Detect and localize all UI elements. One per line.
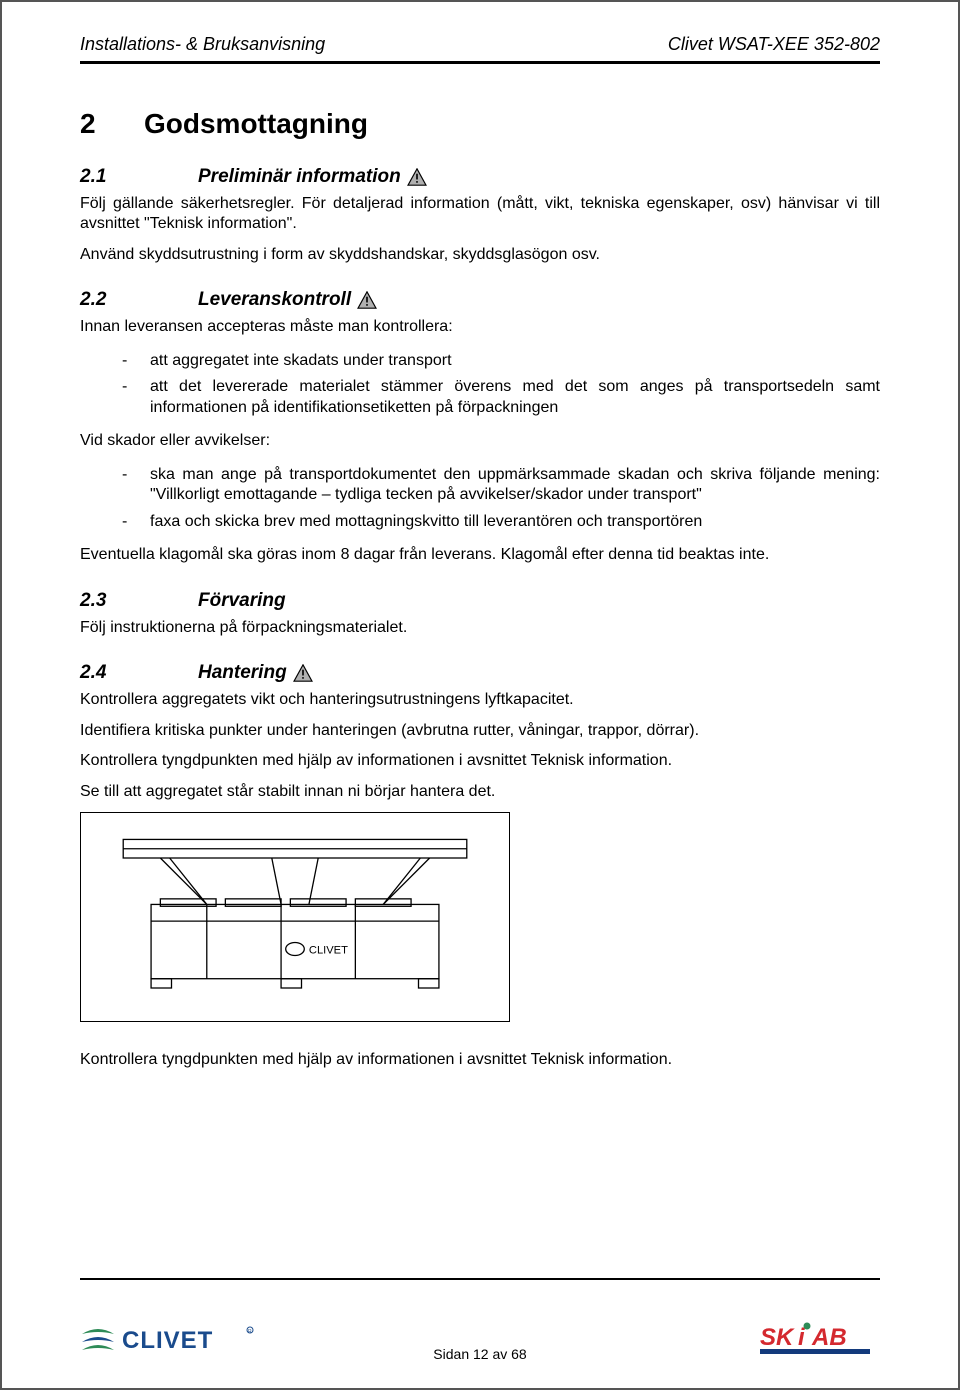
p-2-1-2: Använd skyddsutrustning i form av skydds… bbox=[80, 245, 880, 265]
section-2-1-title: Preliminär information bbox=[198, 166, 401, 188]
bullets-2-2-a: att aggregatet inte skadats under transp… bbox=[80, 348, 880, 421]
section-2-4-title: Hantering bbox=[198, 662, 287, 684]
handling-figure: CLIVET bbox=[80, 812, 510, 1022]
p-2-2-sub: Vid skador eller avvikelser: bbox=[80, 431, 880, 451]
section-2-3-number: 2.3 bbox=[80, 590, 192, 612]
p-2-2-intro: Innan leveransen accepteras måste man ko… bbox=[80, 317, 880, 337]
chapter-title: Godsmottagning bbox=[144, 108, 368, 139]
section-2-1-number: 2.1 bbox=[80, 166, 192, 188]
section-2-3-title: Förvaring bbox=[198, 590, 286, 612]
svg-text:R: R bbox=[248, 1329, 252, 1335]
p-2-4-4: Se till att aggregatet står stabilt inna… bbox=[80, 782, 880, 802]
section-2-2-number: 2.2 bbox=[80, 289, 192, 311]
footer: CLIVET R Sidan 12 av 68 SK i AB bbox=[80, 1320, 880, 1356]
p-2-4-after-fig: Kontrollera tyngdpunkten med hjälp av in… bbox=[80, 1050, 880, 1070]
clivet-logo-icon: CLIVET R bbox=[80, 1320, 260, 1356]
footer-rule bbox=[80, 1278, 880, 1280]
section-2-2-title: Leveranskontroll bbox=[198, 289, 351, 311]
list-item: ska man ange på transportdokumentet den … bbox=[122, 462, 880, 509]
content-area: Installations- & Bruksanvisning Clivet W… bbox=[2, 2, 958, 1070]
lifting-diagram-icon: CLIVET bbox=[90, 819, 500, 1014]
section-2-2-heading: 2.2 Leveranskontroll bbox=[80, 289, 880, 311]
p-2-3-1: Följ instruktionerna på förpackningsmate… bbox=[80, 618, 880, 638]
p-2-2-end: Eventuella klagomål ska göras inom 8 dag… bbox=[80, 545, 880, 565]
section-2-4-heading: 2.4 Hantering bbox=[80, 662, 880, 684]
bullets-2-2-b: ska man ange på transportdokumentet den … bbox=[80, 462, 880, 535]
list-item: faxa och skicka brev med mottagningskvit… bbox=[122, 509, 880, 535]
chapter-number: 2 bbox=[80, 108, 144, 140]
svg-text:SK: SK bbox=[760, 1324, 795, 1351]
warning-icon bbox=[407, 168, 427, 186]
svg-text:CLIVET: CLIVET bbox=[122, 1327, 213, 1354]
page-number: Sidan 12 av 68 bbox=[433, 1346, 526, 1362]
header-right: Clivet WSAT-XEE 352-802 bbox=[668, 34, 880, 55]
p-2-4-2: Identifiera kritiska punkter under hante… bbox=[80, 721, 880, 741]
list-item: att aggregatet inte skadats under transp… bbox=[122, 348, 880, 374]
svg-text:AB: AB bbox=[811, 1324, 847, 1351]
section-2-1-heading: 2.1 Preliminär information bbox=[80, 166, 880, 188]
section-2-4-number: 2.4 bbox=[80, 662, 192, 684]
section-2-3-heading: 2.3 Förvaring bbox=[80, 590, 880, 612]
header-left: Installations- & Bruksanvisning bbox=[80, 34, 325, 55]
figure-label: CLIVET bbox=[309, 945, 348, 957]
list-item: att det levererade materialet stämmer öv… bbox=[122, 374, 880, 421]
header-rule bbox=[80, 61, 880, 64]
warning-icon bbox=[293, 664, 313, 682]
page-frame: Installations- & Bruksanvisning Clivet W… bbox=[0, 0, 960, 1390]
header-row: Installations- & Bruksanvisning Clivet W… bbox=[80, 34, 880, 55]
p-2-4-3: Kontrollera tyngdpunkten med hjälp av in… bbox=[80, 751, 880, 771]
p-2-1-1: Följ gällande säkerhetsregler. För detal… bbox=[80, 194, 880, 235]
warning-icon bbox=[357, 291, 377, 309]
chapter-heading: 2Godsmottagning bbox=[80, 108, 880, 140]
p-2-4-1: Kontrollera aggregatets vikt och hanteri… bbox=[80, 690, 880, 710]
skiab-logo-icon: SK i AB bbox=[760, 1321, 880, 1355]
